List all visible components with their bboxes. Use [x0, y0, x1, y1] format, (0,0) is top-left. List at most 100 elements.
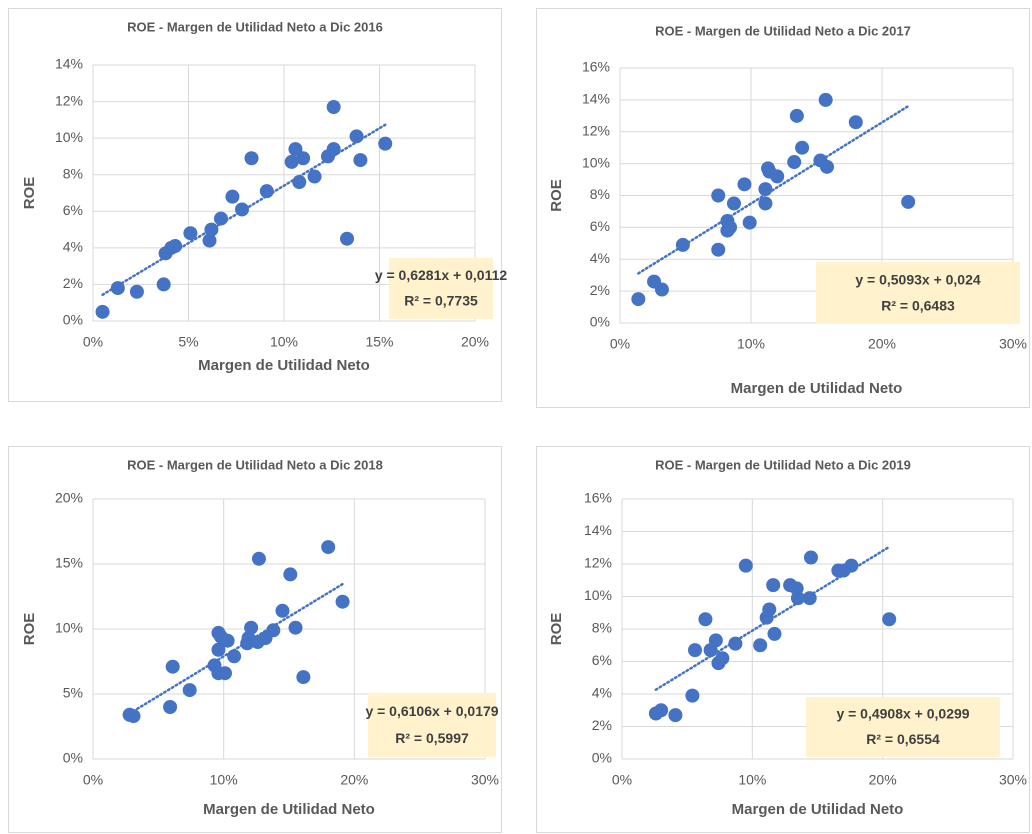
chart-frame	[536, 8, 1030, 408]
y-tick-label: 12%	[582, 122, 610, 138]
data-point	[353, 153, 368, 168]
y-tick-label: 14%	[582, 91, 610, 107]
r-squared: R² = 0,6554	[866, 731, 940, 747]
y-tick-label: 20%	[55, 490, 83, 506]
data-point	[766, 578, 781, 593]
x-tick-label: 20%	[868, 336, 896, 352]
data-point	[844, 558, 859, 573]
data-point	[803, 550, 818, 565]
trendline	[654, 545, 891, 691]
y-axis-title: ROE	[21, 177, 38, 210]
y-tick-label: 4%	[592, 685, 612, 701]
data-point	[340, 231, 355, 246]
x-axis-title: Margen de Utilidad Neto	[198, 357, 370, 374]
y-tick-label: 0%	[63, 312, 83, 328]
y-tick-label: 14%	[55, 56, 83, 72]
data-point	[762, 602, 777, 617]
data-point	[654, 703, 669, 718]
y-axis-title: ROE	[548, 613, 565, 646]
x-axis-title: Margen de Utilidad Neto	[731, 380, 903, 397]
x-tick-label: 15%	[365, 334, 393, 350]
x-tick-label: 10%	[270, 334, 298, 350]
data-point	[726, 196, 741, 211]
x-tick-label: 30%	[999, 772, 1027, 788]
data-point	[296, 151, 311, 166]
y-axis-title: ROE	[21, 613, 38, 646]
data-point	[378, 136, 393, 151]
chart-frame	[8, 8, 502, 402]
data-point	[901, 194, 916, 209]
data-point	[284, 154, 299, 169]
y-tick-label: 16%	[582, 59, 610, 75]
x-tick-label: 20%	[461, 334, 489, 350]
chart-title: ROE - Margen de Utilidad Neto a Dic 2019	[655, 457, 911, 472]
x-tick-label: 30%	[471, 772, 499, 788]
data-point	[165, 659, 180, 674]
data-point	[882, 612, 897, 627]
trendline	[128, 582, 344, 715]
data-point	[168, 239, 183, 254]
data-point	[818, 92, 833, 107]
data-point	[244, 620, 259, 635]
data-point	[698, 612, 713, 627]
y-tick-label: 12%	[55, 92, 83, 108]
data-point	[668, 708, 683, 723]
x-tick-label: 10%	[738, 772, 766, 788]
y-tick-label: 2%	[63, 275, 83, 291]
data-point	[715, 651, 730, 666]
data-point	[225, 189, 240, 204]
data-point	[296, 670, 311, 685]
data-point	[220, 633, 235, 648]
x-tick-label: 5%	[178, 334, 198, 350]
y-tick-label: 15%	[55, 555, 83, 571]
trendline	[101, 123, 387, 297]
y-axis-title: ROE	[548, 179, 565, 212]
data-point	[848, 115, 863, 130]
data-point	[335, 594, 350, 609]
data-point	[288, 620, 303, 635]
data-point	[654, 282, 669, 297]
data-point	[202, 233, 217, 248]
y-tick-label: 5%	[63, 685, 83, 701]
y-tick-label: 2%	[592, 717, 612, 733]
data-point	[819, 159, 834, 174]
data-point	[163, 700, 178, 714]
trendline	[637, 104, 910, 275]
data-point	[182, 683, 197, 698]
y-tick-label: 8%	[592, 620, 612, 636]
r-squared: R² = 0,6483	[881, 297, 955, 313]
x-axis-title: Margen de Utilidad Neto	[203, 801, 375, 818]
data-point	[266, 623, 281, 638]
x-tick-label: 0%	[83, 334, 103, 350]
y-tick-label: 6%	[63, 202, 83, 218]
data-point	[129, 284, 144, 299]
data-point	[283, 567, 298, 582]
x-tick-label: 10%	[210, 772, 238, 788]
y-tick-label: 10%	[55, 129, 83, 145]
data-point	[723, 220, 738, 235]
data-point	[183, 226, 198, 241]
y-tick-label: 8%	[590, 186, 610, 202]
trendline-equation: y = 0,5093x + 0,024	[855, 271, 981, 287]
data-point	[95, 304, 110, 319]
data-point	[217, 666, 232, 681]
data-point	[156, 277, 171, 292]
y-tick-label: 10%	[582, 154, 610, 170]
x-tick-label: 10%	[737, 336, 765, 352]
data-point	[737, 177, 752, 192]
x-tick-label: 20%	[340, 772, 368, 788]
chart-title: ROE - Margen de Utilidad Neto a Dic 2018	[127, 457, 383, 472]
data-point	[738, 558, 753, 573]
x-tick-label: 30%	[999, 336, 1027, 352]
chart-title: ROE - Margen de Utilidad Neto a Dic 2017	[655, 23, 911, 38]
y-tick-label: 16%	[584, 490, 612, 506]
data-point	[708, 633, 723, 648]
x-tick-label: 0%	[83, 772, 103, 788]
data-point	[711, 242, 726, 257]
x-tick-label: 0%	[610, 336, 630, 352]
data-point	[307, 169, 322, 184]
data-point	[767, 626, 782, 641]
x-tick-label: 0%	[612, 772, 632, 788]
data-point	[795, 140, 810, 155]
equation-box	[816, 262, 1020, 324]
